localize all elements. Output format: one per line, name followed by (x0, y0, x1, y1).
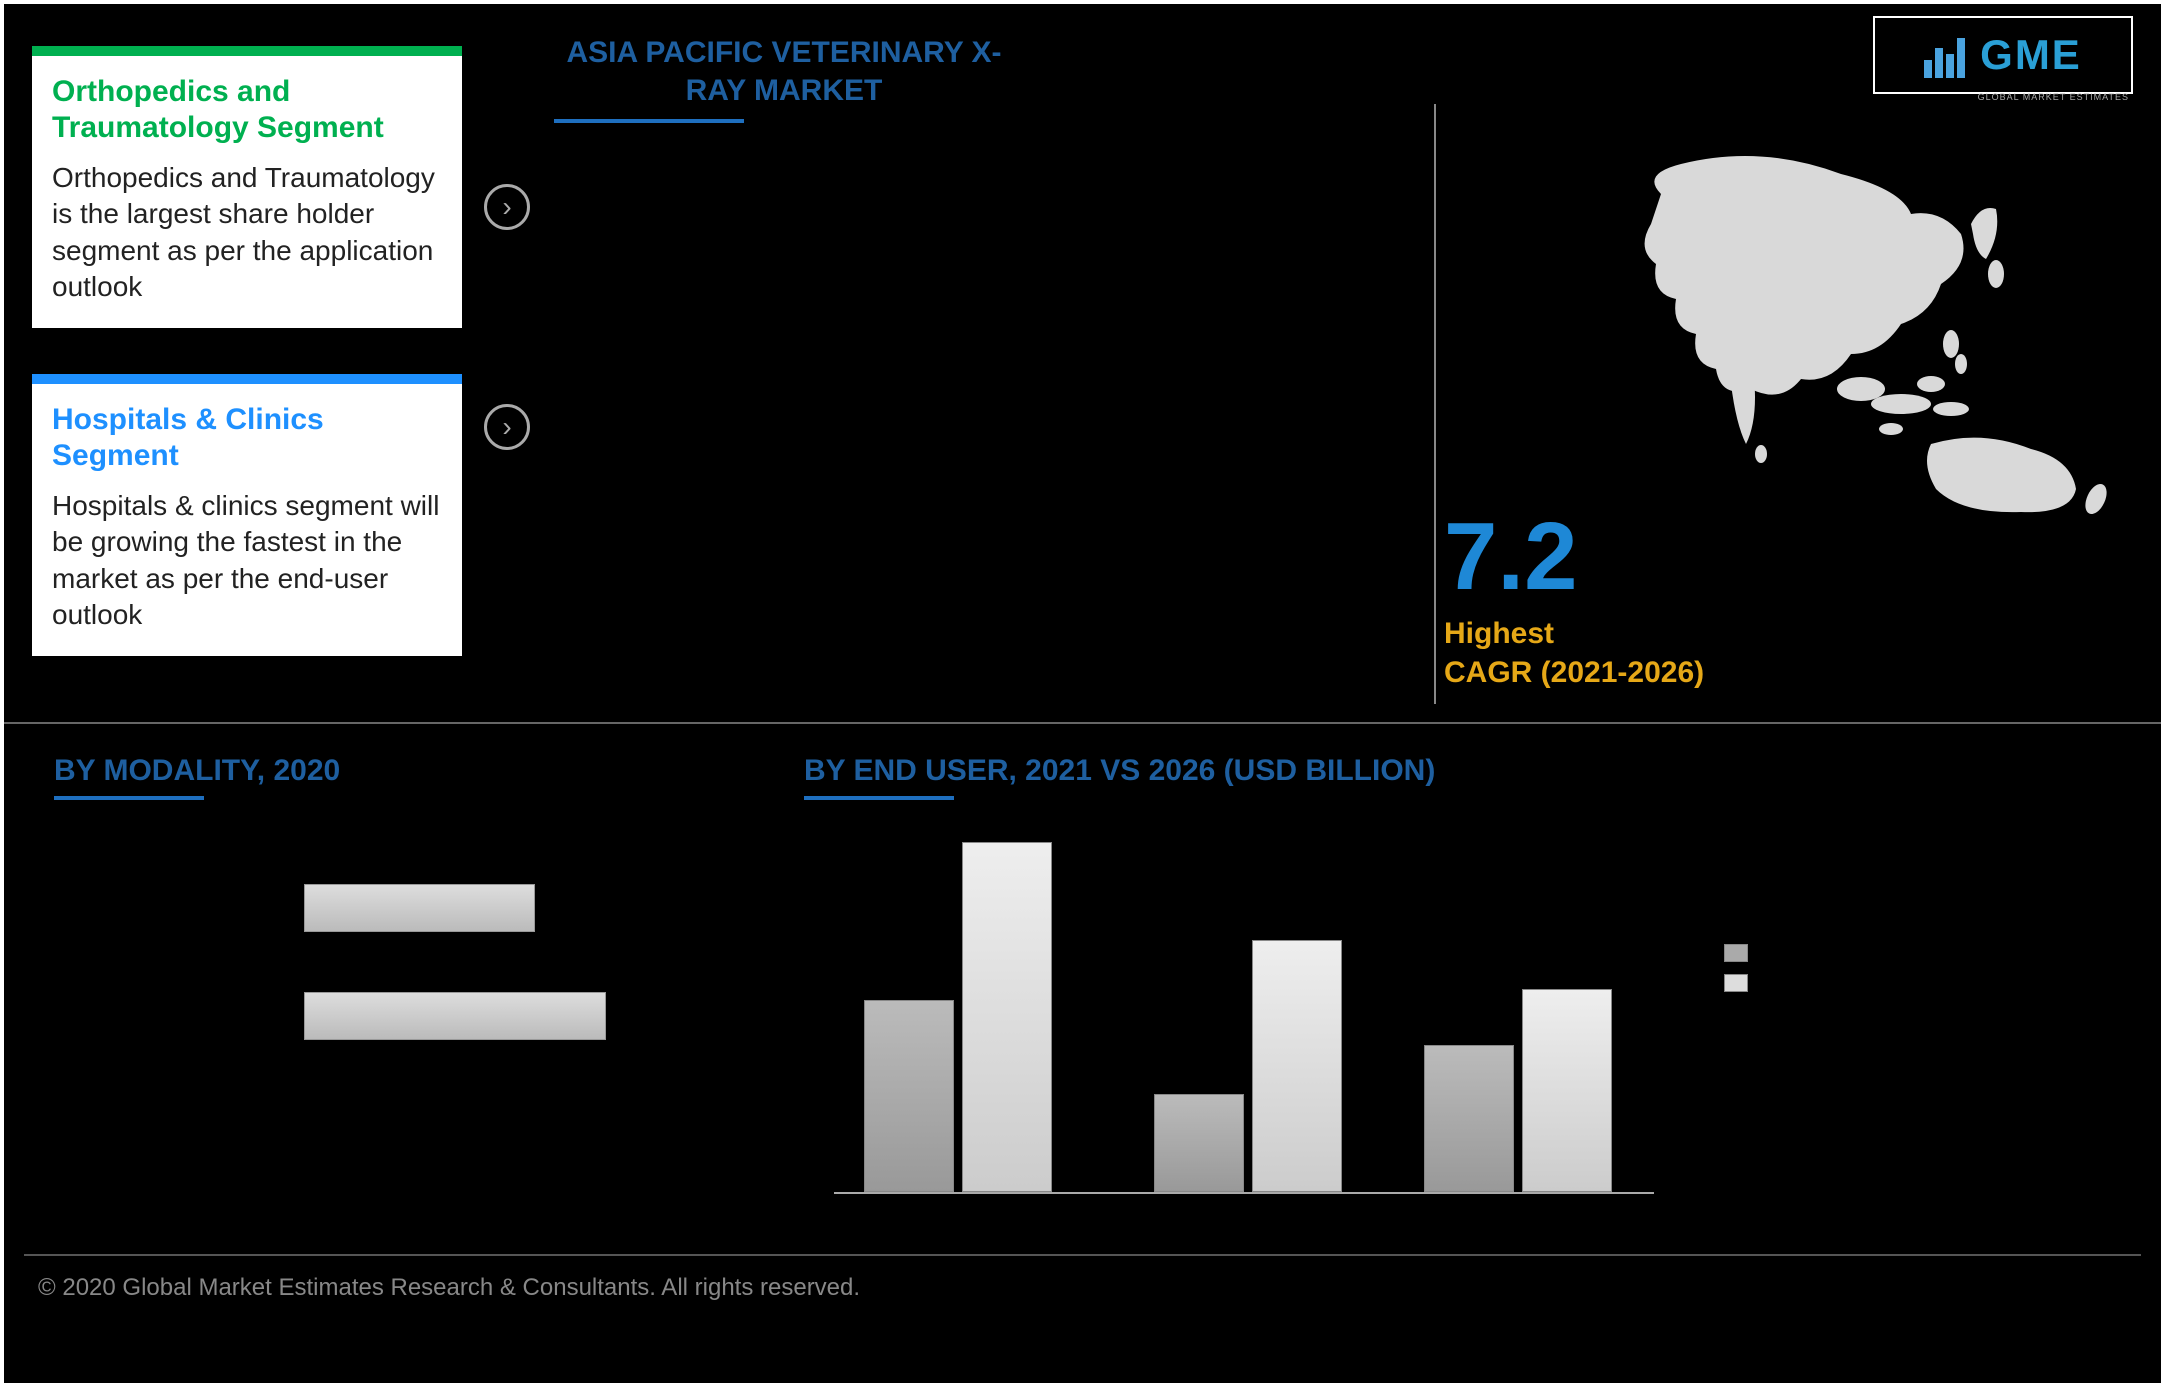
logo-subtext: GLOBAL MARKET ESTIMATES (1978, 92, 2129, 102)
bottom-divider (24, 1254, 2141, 1256)
page-title: ASIA PACIFIC VETERINARY X-RAY MARKET (554, 34, 1014, 109)
heading-underline (804, 796, 954, 800)
heading-by-enduser-text: BY END USER, 2021 VS 2026 (USD BILLION) (804, 754, 1435, 787)
arrow-icon: › (484, 184, 530, 230)
enduser-legend (1724, 944, 1758, 1004)
cagr-label-line1: Highest (1444, 617, 1554, 650)
enduser-bar-group (864, 842, 1052, 1192)
cagr-label-line2: CAGR (2021-2026) (1444, 656, 1704, 689)
enduser-bar-2026 (1522, 989, 1612, 1192)
modality-chart (304, 884, 724, 1100)
cagr-value: 7.2 (1444, 509, 1577, 605)
legend-swatch-2021 (1724, 944, 1748, 962)
modality-bar-fill (304, 884, 535, 932)
arrow-icon: › (484, 404, 530, 450)
enduser-bar-2021 (864, 1000, 954, 1193)
legend-swatch-2026 (1724, 974, 1748, 992)
card-orthopedics-title: Orthopedics and Traumatology Segment (52, 74, 442, 146)
bottom-section: BY MODALITY, 2020 BY END USER, 2021 VS 2… (4, 724, 2161, 1383)
card-hospitals-body: Hospitals & clinics segment will be grow… (52, 488, 442, 634)
copyright-text: © 2020 Global Market Estimates Research … (38, 1274, 860, 1302)
enduser-bar-group (1154, 940, 1342, 1192)
card-orthopedics: Orthopedics and Traumatology Segment Ort… (32, 46, 462, 328)
enduser-bar-2021 (1154, 1094, 1244, 1192)
enduser-bar-group (1424, 989, 1612, 1192)
legend-item-2021 (1724, 944, 1758, 962)
asia-pacific-map (1601, 154, 2121, 514)
logo-bars-icon (1924, 32, 1970, 78)
enduser-bar-2026 (962, 842, 1052, 1192)
gme-logo: GME (1873, 16, 2133, 94)
heading-by-modality: BY MODALITY, 2020 (54, 754, 340, 800)
enduser-bar-2026 (1252, 940, 1342, 1192)
chart-x-axis (834, 1192, 1654, 1194)
enduser-bar-2021 (1424, 1045, 1514, 1192)
modality-bar (304, 992, 724, 1040)
heading-by-enduser: BY END USER, 2021 VS 2026 (USD BILLION) (804, 754, 1435, 800)
top-section: Orthopedics and Traumatology Segment Ort… (4, 4, 2161, 724)
modality-bar (304, 884, 724, 932)
heading-by-modality-text: BY MODALITY, 2020 (54, 754, 340, 787)
title-underline (554, 119, 744, 123)
enduser-chart (834, 824, 1654, 1194)
heading-underline (54, 796, 204, 800)
card-hospitals: Hospitals & Clinics Segment Hospitals & … (32, 374, 462, 656)
cagr-label: Highest CAGR (2021-2026) (1444, 614, 1704, 692)
card-orthopedics-body: Orthopedics and Traumatology is the larg… (52, 160, 442, 306)
card-hospitals-title: Hospitals & Clinics Segment (52, 402, 442, 474)
legend-item-2026 (1724, 974, 1758, 992)
vertical-divider (1434, 104, 1436, 704)
logo-text: GME (1980, 31, 2082, 79)
modality-bar-fill (304, 992, 606, 1040)
